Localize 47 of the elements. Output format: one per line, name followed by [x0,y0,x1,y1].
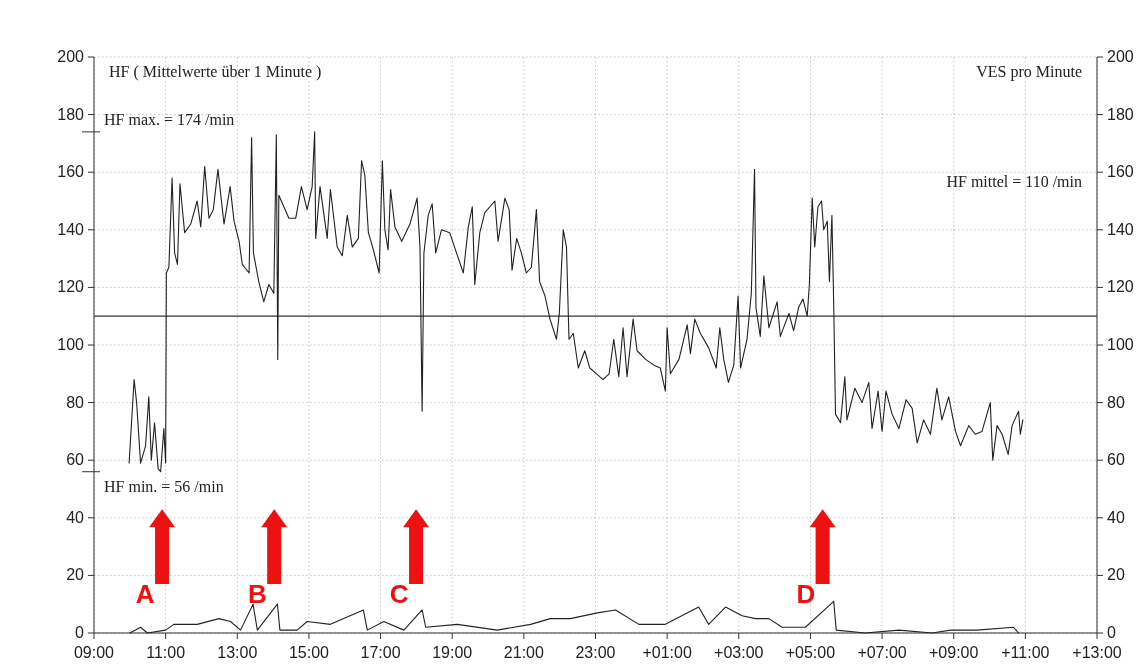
x-tick-label: +03:00 [714,644,764,661]
annotation: B [247,578,267,609]
y2-tick-label: 60 [1107,451,1125,469]
y-tick-label: 200 [57,48,85,65]
line-series [128,131,1024,473]
y2-tick-label: 80 [1107,393,1125,411]
x-tick-label: +11:00 [1001,644,1050,661]
y-tick-label: 140 [57,220,85,238]
annotation: A [135,578,155,609]
x-tick-label: 21:00 [503,644,544,661]
x-tick-label: +01:00 [642,644,692,661]
y2-tick-label: 0 [1107,624,1116,641]
y2-tick-label: 200 [1107,48,1134,65]
annotation: HF max. = 174 /min [104,110,235,128]
y2-tick-label: 180 [1107,105,1134,123]
y2-tick-label: 20 [1107,566,1125,584]
x-tick-label: 23:00 [575,644,616,661]
x-tick-label: 13:00 [217,644,258,661]
y-tick-label: 0 [75,624,85,641]
x-tick-label: +13:00 [1072,644,1122,661]
x-tick-label: 19:00 [432,644,473,661]
y2-tick-label: 40 [1107,508,1125,526]
ref-line-label: HF mittel = 110 /min [946,173,1082,190]
annotation: C [389,578,409,609]
y2-tick-label: 140 [1107,220,1134,238]
y-tick-label: 40 [66,508,85,526]
x-tick-label: 17:00 [360,644,401,661]
y-tick-label: 60 [66,451,85,469]
annotation: HF min. = 56 /min [104,477,224,495]
y-tick-label: 120 [57,278,85,296]
x-tick-label: +07:00 [857,644,907,661]
x-tick-label: 11:00 [146,644,186,661]
y2-axis-title: VES pro Minute [976,63,1082,81]
y-tick-label: 100 [57,336,85,353]
y2-tick-label: 160 [1107,163,1134,181]
y-axis-title: HF ( Mittelwerte über 1 Minute ) [109,63,322,81]
y2-tick-label: 100 [1107,336,1134,353]
y2-tick-label: 120 [1107,278,1134,296]
annotation: D [796,578,816,609]
x-tick-label: 09:00 [73,644,115,661]
y-tick-label: 20 [66,566,85,584]
y-tick-label: 80 [66,393,85,411]
x-tick-label: 15:00 [288,644,330,661]
x-tick-label: +09:00 [929,644,979,661]
y-tick-label: 180 [57,105,85,123]
x-tick-label: +05:00 [785,644,836,661]
y-tick-label: 160 [57,163,85,181]
